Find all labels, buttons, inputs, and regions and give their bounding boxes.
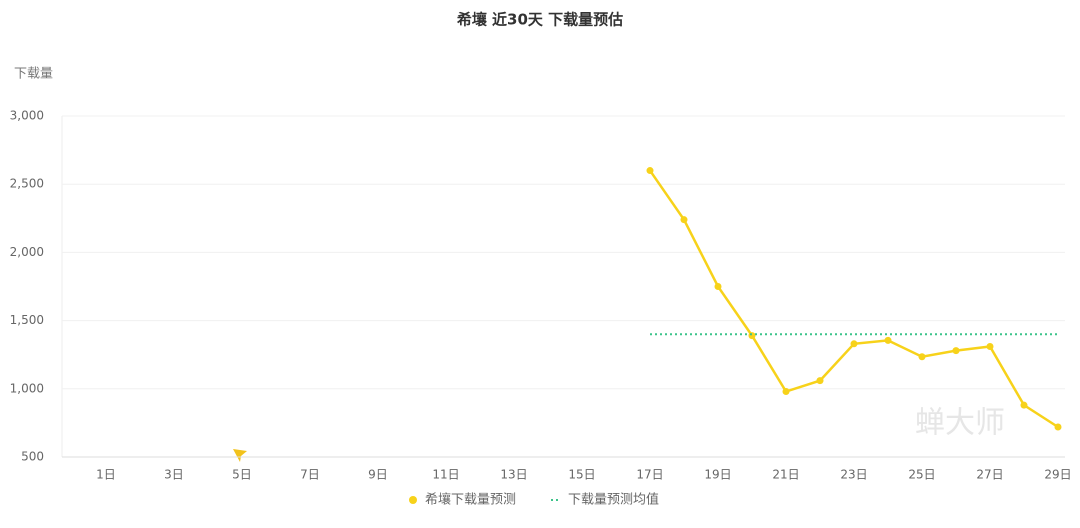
- x-tick-label: 9日: [368, 468, 388, 482]
- x-tick-label: 13日: [500, 468, 527, 482]
- y-tick-label: 2,000: [10, 245, 44, 259]
- x-tick-label: 15日: [568, 468, 595, 482]
- y-tick-label: 1,500: [10, 313, 44, 327]
- x-tick-label: 25日: [908, 468, 935, 482]
- x-tick-label: 3日: [164, 468, 184, 482]
- x-tick-label: 21日: [772, 468, 799, 482]
- data-point: [816, 377, 824, 385]
- legend-label: 希壤下载量预测: [425, 492, 516, 508]
- data-point: [1020, 401, 1028, 409]
- data-point: [1054, 423, 1062, 431]
- data-point: [918, 353, 926, 361]
- data-point: [850, 340, 858, 348]
- data-point: [952, 347, 960, 355]
- data-point: [884, 336, 892, 344]
- marker-icon: [233, 449, 247, 462]
- x-tick-label: 29日: [1044, 468, 1071, 482]
- x-tick-label: 17日: [636, 468, 663, 482]
- y-axis-label: 下载量: [14, 67, 53, 82]
- y-tick-label: 1,000: [10, 381, 44, 395]
- y-tick-label: 2,500: [10, 177, 44, 191]
- x-tick-label: 7日: [300, 468, 320, 482]
- watermark: 蝉大师: [915, 406, 1005, 441]
- x-tick-label: 11日: [432, 468, 459, 482]
- data-point: [748, 332, 756, 340]
- data-point: [680, 216, 688, 224]
- data-point: [986, 343, 994, 351]
- x-tick-label: 23日: [840, 468, 867, 482]
- chart-title: 希壤 近30天 下载量预估: [457, 11, 623, 29]
- data-point: [782, 388, 790, 396]
- legend-label: 下载量预测均值: [568, 492, 659, 508]
- y-tick-label: 3,000: [10, 109, 44, 123]
- y-tick-label: 500: [21, 450, 44, 464]
- x-tick-label: 1日: [96, 468, 116, 482]
- x-tick-label: 5日: [232, 468, 252, 482]
- data-point: [714, 283, 722, 290]
- x-tick-label: 19日: [704, 468, 731, 482]
- data-point: [646, 167, 654, 175]
- x-tick-label: 27日: [976, 468, 1003, 482]
- legend-symbol: [409, 496, 417, 504]
